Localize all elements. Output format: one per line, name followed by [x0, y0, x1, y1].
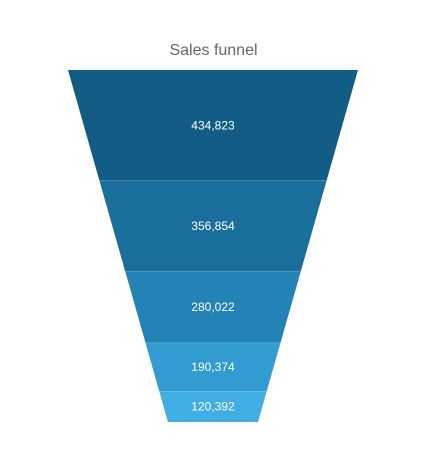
chart-title: Sales funnel — [169, 42, 257, 59]
funnel-segment-2 — [99, 180, 327, 272]
funnel-segment-label-2: 356,854 — [191, 219, 235, 233]
funnel-segment-label-5: 120,392 — [191, 400, 235, 414]
funnel-segment-1 — [68, 70, 358, 181]
funnel-segment-4 — [145, 342, 281, 392]
funnel-segment-label-1: 434,823 — [191, 118, 235, 132]
funnel-segment-3 — [125, 271, 301, 343]
funnel-segment-label-3: 280,022 — [191, 300, 235, 314]
funnel-segments: 434,823 356,854 280,022 190,374 120,392 — [68, 70, 358, 422]
funnel-segment-5 — [159, 391, 267, 422]
funnel-segment-label-4: 190,374 — [191, 360, 235, 374]
